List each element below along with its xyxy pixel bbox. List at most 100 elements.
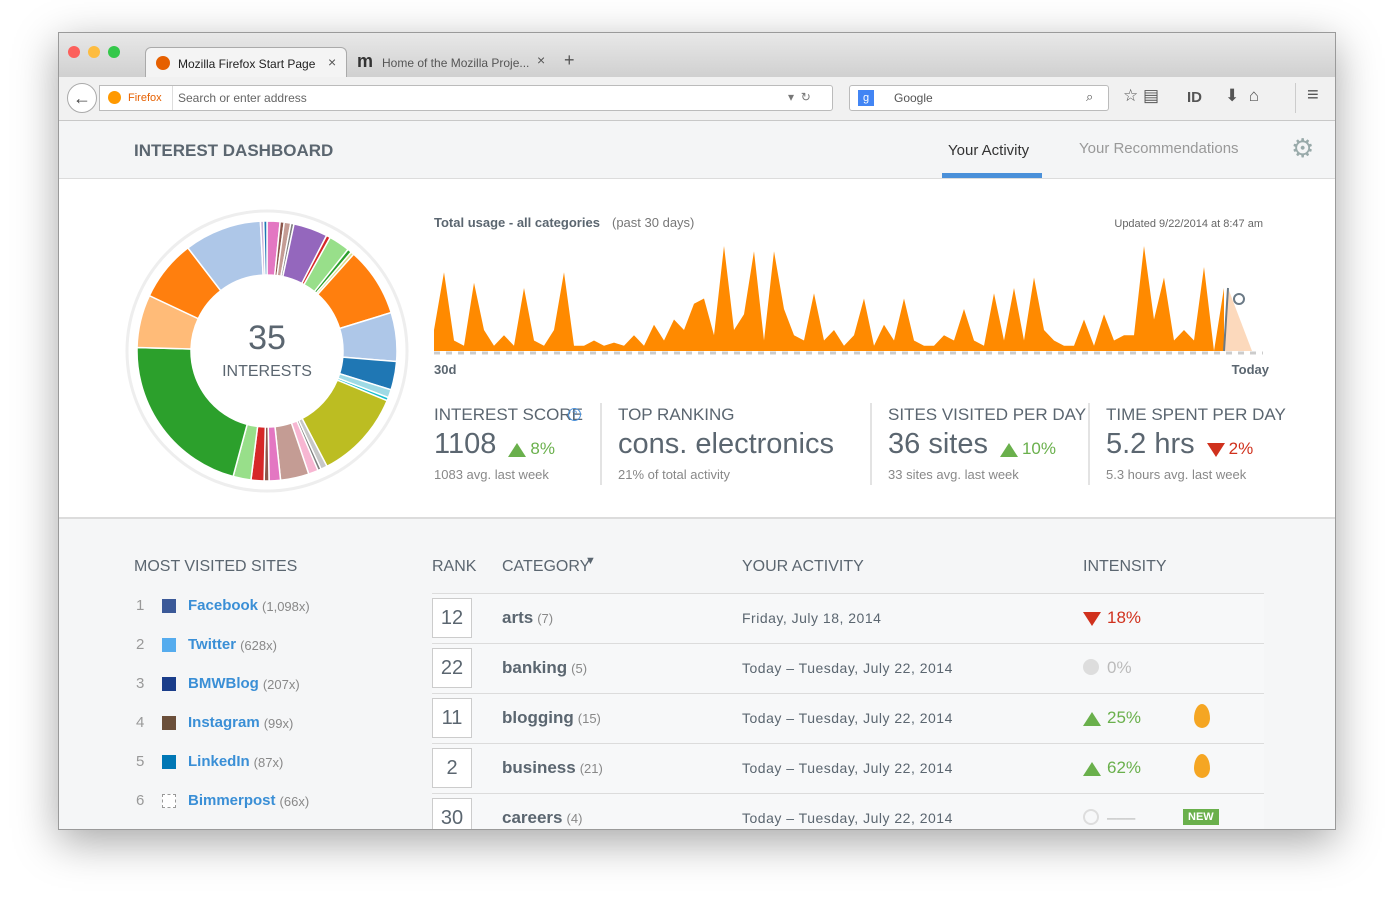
activity-date: Today – Tuesday, July 22, 2014 [742, 660, 953, 676]
row [432, 793, 1264, 829]
today-marker [1223, 287, 1229, 352]
url-icons[interactable]: ▾ ↻ [788, 90, 811, 104]
site-name: Facebook [188, 597, 259, 614]
category-count: (7) [537, 611, 554, 626]
tab-close[interactable]: × [328, 54, 337, 70]
column-header: RANK [432, 558, 477, 575]
tab-label: Mozilla Firefox Start Page [178, 57, 316, 71]
divider [870, 403, 872, 485]
toolbar: ← Firefox Search or enter address ▾ ↻ g … [59, 77, 1335, 121]
chart-updated: Updated 9/22/2014 at 8:47 am [1114, 218, 1263, 230]
category: arts [502, 608, 534, 627]
tab-active[interactable]: Mozilla Firefox Start Page × [145, 47, 347, 78]
graphics: 35 INTERESTS Total usage - all categories (… [125, 209, 1270, 493]
site-name: Bimmerpost [188, 792, 276, 809]
category-count: (21) [579, 761, 603, 776]
site-count: (87x) [253, 755, 284, 770]
rank-box: 30 [432, 798, 472, 829]
new-tab[interactable]: + [564, 50, 575, 70]
chart-title: Total usage - all categories [434, 215, 600, 230]
url-bar[interactable]: Firefox Search or enter address ▾ ↻ [99, 85, 833, 111]
stat-change: 2% [1228, 439, 1254, 458]
donut-label: INTERESTS [222, 363, 312, 380]
stat-note: 21% of total activity [618, 467, 730, 482]
site-rank: 3 [136, 675, 145, 692]
stat-label: TIME SPENT PER DAY [1106, 405, 1286, 424]
activity-date: Today – Tuesday, July 22, 2014 [742, 760, 953, 776]
active-tab[interactable]: Your Activity [942, 121, 1042, 178]
stat-value: 36 sites [888, 428, 988, 460]
activity-date: Today – Tuesday, July 22, 2014 [742, 810, 953, 826]
bookmark-icons[interactable]: ☆ ▤ [1123, 86, 1160, 105]
rank-box: 12 [432, 598, 472, 638]
donut-segment [262, 220, 268, 276]
activity-date: Friday, July 18, 2014 [742, 610, 882, 626]
stat-arrow [999, 443, 1018, 457]
settings-icon[interactable]: ⚙ [1291, 133, 1315, 163]
mozilla-icon: m [357, 51, 374, 71]
category: blogging [502, 708, 574, 727]
identity-label: Firefox [128, 92, 162, 104]
stat-note: 33 sites avg. last week [888, 467, 1019, 482]
sort-arrow: ▼ [585, 555, 596, 567]
column-header: CATEGORY [502, 558, 591, 575]
category: banking [502, 658, 568, 677]
site-count: (207x) [262, 677, 300, 692]
stat-change: 8% [530, 439, 555, 458]
divider [1088, 403, 1090, 485]
column-header: INTENSITY [1083, 558, 1167, 575]
stat-note: 1083 avg. last week [434, 467, 549, 482]
intensity-arrow [1083, 712, 1101, 726]
site-icon [162, 677, 176, 691]
intensity: 18% [1107, 608, 1142, 627]
tab-label[interactable]: Your Recommendations [1079, 140, 1239, 157]
hot-icon [1194, 704, 1210, 728]
dashboard-header: INTEREST DASHBOARD Your Activity Your Re… [59, 121, 1335, 179]
site-count: (66x) [279, 794, 310, 809]
stat-arrow [508, 443, 527, 457]
category: business [502, 758, 576, 777]
intensity-arrow [1083, 612, 1101, 626]
site-name: BMWBlog [188, 675, 259, 692]
firefox-icon [156, 56, 170, 70]
site-name: Twitter [188, 636, 237, 653]
category-count: (5) [571, 661, 588, 676]
dashboard-title: INTEREST DASHBOARD [134, 141, 334, 160]
site-icon [162, 599, 176, 613]
site-name: Instagram [188, 714, 260, 731]
zoom-button[interactable] [108, 46, 120, 58]
tab-label[interactable]: Home of the Mozilla Proje... [382, 56, 530, 70]
site-icon [162, 716, 176, 730]
download-home-icons[interactable]: ⬇ ⌂ [1225, 86, 1259, 105]
site-rank: 6 [136, 792, 145, 809]
search-bar[interactable]: g Google ⌕ [849, 85, 1109, 111]
intensity-icon [1083, 809, 1099, 825]
menu-button[interactable]: ≡ [1307, 84, 1319, 106]
back-button[interactable]: ← [67, 83, 97, 113]
tab-label: Your Activity [948, 142, 1030, 159]
today-dot [1233, 293, 1245, 305]
hot-icon [1194, 754, 1210, 778]
site-name: LinkedIn [188, 753, 250, 770]
donut-value: 35 [248, 319, 286, 357]
intensity-arrow [1083, 762, 1101, 776]
usage-area [434, 246, 1224, 351]
stat-label: INTEREST SCORE [434, 405, 583, 424]
intensity: 0% [1107, 658, 1132, 677]
minimize-button[interactable] [88, 46, 100, 58]
intensity: 25% [1107, 708, 1142, 727]
stat-value: 1108 [434, 428, 497, 460]
row [432, 643, 1264, 693]
close-button[interactable] [68, 46, 80, 58]
rank-box: 22 [432, 648, 472, 688]
site-rank: 4 [136, 714, 145, 731]
stat-note: 5.3 hours avg. last week [1106, 467, 1247, 482]
id-button[interactable]: ID [1187, 89, 1202, 106]
activity-date: Today – Tuesday, July 22, 2014 [742, 710, 953, 726]
stat-arrow [1206, 443, 1225, 457]
site-rank: 1 [136, 597, 145, 614]
donut-ring [125, 209, 409, 493]
tab-close[interactable]: × [537, 52, 546, 68]
stat-value: cons. electronics [618, 428, 834, 460]
